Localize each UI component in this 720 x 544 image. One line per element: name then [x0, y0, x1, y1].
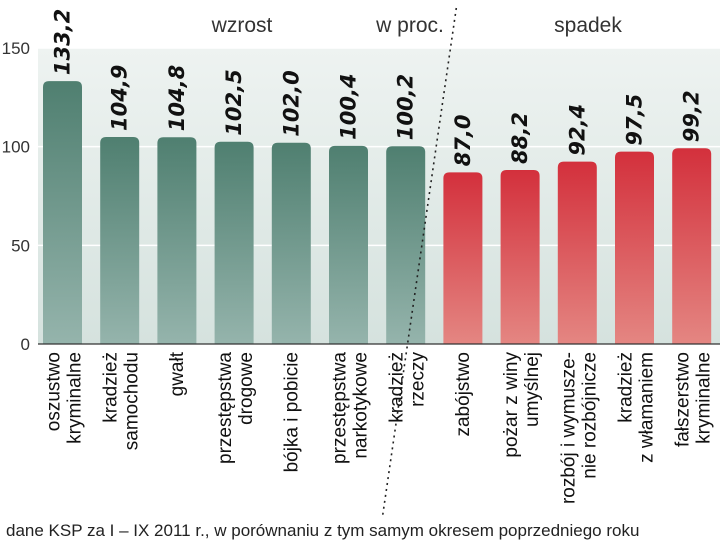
value-label: 99,2	[680, 90, 704, 142]
bar	[43, 81, 82, 344]
bar	[214, 141, 254, 344]
y-tick-label: 50	[11, 236, 30, 255]
category-label: kradzież	[616, 352, 637, 423]
category-label: z włamaniem	[637, 352, 658, 463]
category-label: przestępstwa	[330, 352, 351, 464]
value-label: 104,9	[108, 65, 132, 131]
value-label: 104,8	[165, 65, 189, 131]
category-label: kradzież	[101, 352, 122, 423]
category-label: nie rozbójnicze	[579, 352, 600, 479]
category-label: drogowe	[236, 352, 257, 425]
category-label: rzeczy	[408, 352, 429, 407]
bar	[615, 151, 654, 344]
value-label: 100,2	[394, 74, 418, 140]
bar	[271, 142, 311, 344]
category-label: przestępstwa	[215, 352, 236, 464]
category-label: rozbój i wymusze-	[558, 352, 579, 504]
value-label: 87,0	[451, 114, 475, 166]
value-label: 88,2	[508, 112, 532, 164]
category-label: umyślnej	[522, 352, 543, 427]
category-label: fałszerstwo	[673, 352, 694, 447]
source-note: dane KSP za I – IX 2011 r., w porównaniu…	[6, 521, 640, 540]
category-label: kradzież	[387, 352, 408, 423]
group-divider	[381, 7, 458, 519]
category-label: bójka i pobicie	[281, 352, 302, 472]
bar-chart: 0 50 100 150 wzrost w proc. spadek 133,2 104…	[2, 7, 720, 519]
value-label: 92,4	[565, 104, 589, 156]
bar	[500, 169, 540, 344]
bar	[157, 137, 197, 344]
y-tick-label: 150	[2, 39, 30, 58]
group-label-wzrost: wzrost	[211, 14, 273, 37]
value-label: 100,4	[337, 73, 361, 139]
value-label: 97,5	[623, 94, 647, 146]
category-label: kryminalne	[65, 352, 86, 444]
category-label: gwałt	[167, 351, 188, 396]
value-label: 133,2	[51, 9, 75, 75]
category-label: zabójstwo	[453, 352, 474, 437]
group-label-spadek: spadek	[554, 14, 622, 37]
category-label: oszustwo	[44, 352, 65, 431]
bar	[672, 148, 712, 344]
y-tick-label: 0	[21, 335, 30, 354]
bar	[386, 146, 426, 344]
value-label: 102,0	[279, 70, 303, 136]
plot-background	[38, 48, 720, 344]
category-label: kryminalne	[694, 352, 715, 444]
value-label: 102,5	[222, 69, 246, 135]
y-tick-label: 100	[2, 138, 30, 157]
bar	[100, 136, 140, 344]
bar	[443, 172, 483, 344]
chart-title: w proc.	[375, 14, 444, 37]
category-label: pożar z winy	[501, 352, 522, 458]
bar	[557, 161, 597, 344]
category-label: narkotykowe	[351, 352, 372, 459]
category-label: samochodu	[122, 352, 143, 450]
bar	[329, 145, 368, 344]
